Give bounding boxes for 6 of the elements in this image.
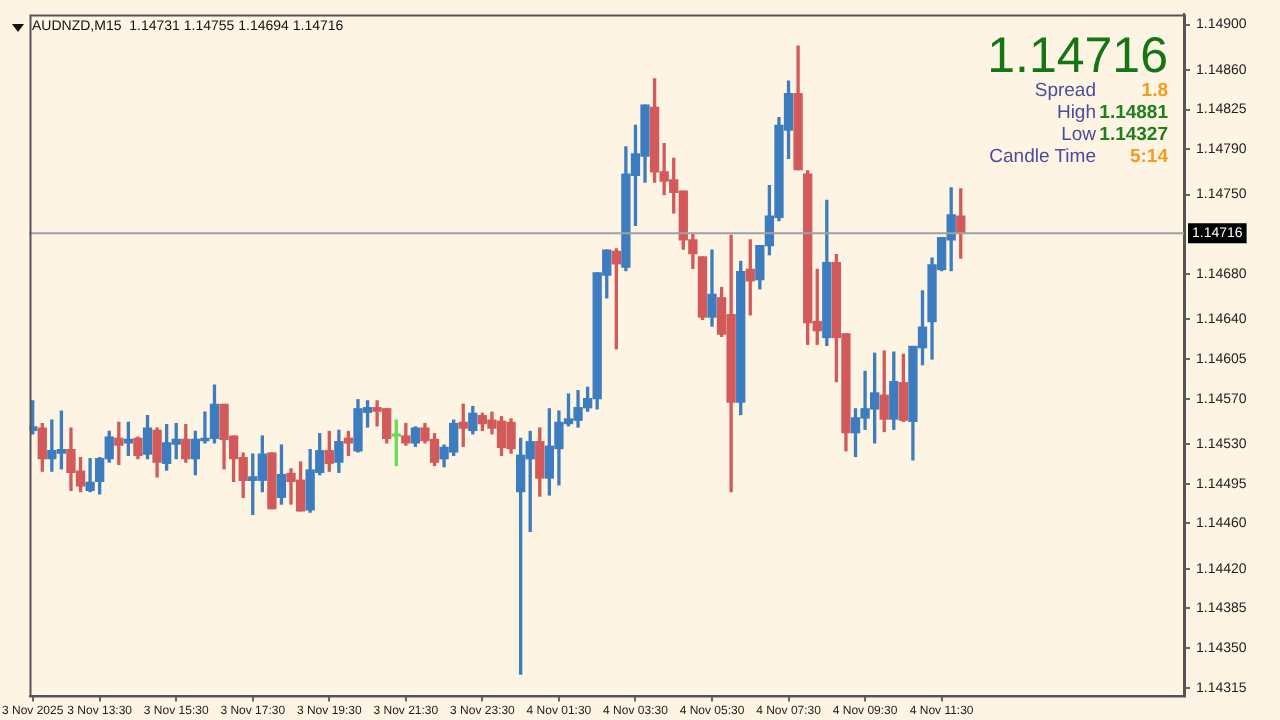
text: Spread 1.8 <box>1034 80 1168 102</box>
candlestick <box>267 452 277 510</box>
annotation: 1.14716 <box>987 28 1168 84</box>
annotation: High 1.14881 <box>1056 101 1168 126</box>
annotation: Low 1.14327 <box>1061 123 1168 148</box>
text: Candle Time 5:14 <box>989 145 1168 168</box>
